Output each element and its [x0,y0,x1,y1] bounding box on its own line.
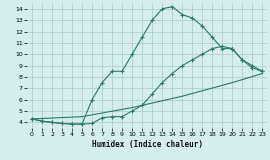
X-axis label: Humidex (Indice chaleur): Humidex (Indice chaleur) [92,140,203,149]
